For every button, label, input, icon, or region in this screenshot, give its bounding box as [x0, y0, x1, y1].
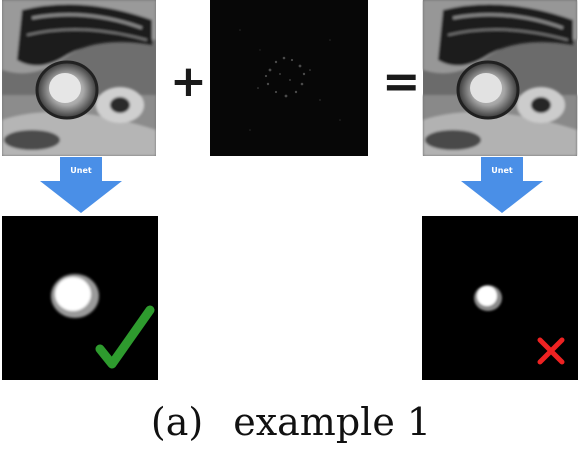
caption-tag: (a): [150, 400, 204, 444]
original-mri-image: [2, 0, 156, 156]
figure-caption: (a) example 1: [0, 400, 582, 444]
adversarial-mri-image: [422, 0, 578, 156]
equals-operator: =: [382, 54, 421, 108]
check-mark-icon: [95, 305, 155, 369]
segmentation-mask-original: [2, 216, 158, 380]
perturbation-noise-image: [210, 0, 368, 156]
segmentation-mask-adversarial: [422, 216, 578, 380]
unet-label-right: Unet: [491, 166, 513, 175]
caption-text: example 1: [233, 400, 432, 444]
cross-mark-icon: [537, 337, 565, 365]
unet-label-left: Unet: [70, 166, 92, 175]
unet-arrow-left: Unet: [40, 157, 122, 213]
plus-operator: +: [170, 56, 207, 107]
unet-arrow-right: Unet: [461, 157, 543, 213]
